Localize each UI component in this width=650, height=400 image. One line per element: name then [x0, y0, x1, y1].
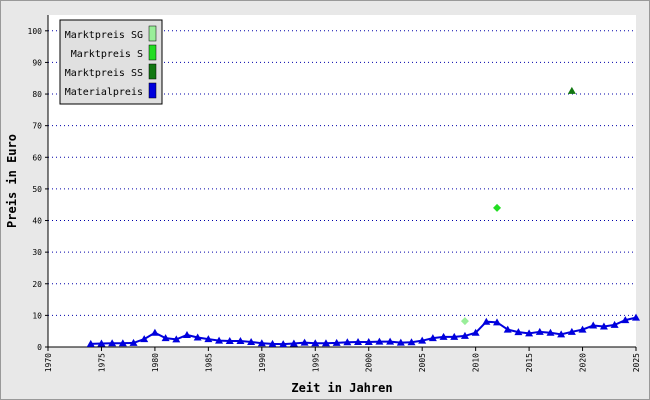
data-point [460, 331, 469, 339]
data-point [493, 203, 502, 212]
y-tick-label: 60 [32, 153, 42, 162]
data-point [439, 332, 448, 340]
y-tick-label: 80 [32, 90, 42, 99]
data-point [396, 338, 405, 346]
data-point [428, 334, 437, 342]
legend-swatch [148, 44, 157, 61]
x-tick-label: 1980 [151, 353, 160, 372]
data-point [460, 317, 469, 326]
data-point [567, 86, 576, 94]
y-tick-label: 50 [32, 185, 42, 194]
data-point [97, 339, 106, 347]
x-tick-label: 2005 [418, 353, 427, 372]
data-point [311, 339, 320, 347]
data-point [193, 333, 202, 341]
data-point [182, 330, 191, 338]
data-point [354, 337, 363, 345]
data-point [268, 339, 277, 347]
y-tick-label: 40 [32, 217, 42, 226]
legend-swatch [148, 25, 157, 42]
data-point [332, 338, 341, 346]
data-point [503, 325, 512, 333]
data-point [364, 337, 373, 345]
data-point [289, 339, 298, 347]
data-point [236, 336, 245, 344]
data-point [86, 339, 95, 347]
data-point [471, 328, 480, 336]
series-line [90, 316, 637, 346]
data-point [343, 338, 352, 346]
data-point [279, 340, 288, 348]
y-tick-label: 70 [32, 122, 42, 131]
y-tick-label: 0 [37, 343, 42, 352]
data-point [204, 335, 213, 343]
data-point [557, 330, 566, 338]
y-tick-label: 10 [32, 311, 42, 320]
data-point [247, 337, 256, 345]
data-point [129, 338, 138, 346]
data-point [514, 328, 523, 336]
data-point [610, 320, 619, 328]
data-point [589, 321, 598, 329]
legend-label: Marktpreis S [71, 49, 143, 60]
x-tick-label: 2020 [579, 353, 588, 372]
legend-label: Marktpreis SG [65, 30, 143, 41]
data-point [161, 334, 170, 342]
data-point [535, 327, 544, 335]
x-tick-label: 1990 [258, 353, 267, 372]
data-point [386, 337, 395, 345]
legend-swatch [148, 82, 157, 99]
y-tick-label: 90 [32, 58, 42, 67]
legend-swatch [148, 63, 157, 80]
y-tick-label: 20 [32, 280, 42, 289]
data-point [578, 325, 587, 333]
data-point [567, 327, 576, 335]
y-tick-label: 100 [28, 27, 43, 36]
data-point [225, 336, 234, 344]
y-axis-label: Preis in Euro [5, 134, 19, 228]
x-tick-label: 1970 [44, 353, 53, 372]
x-tick-label: 1975 [97, 353, 106, 372]
x-tick-label: 1985 [204, 353, 213, 372]
data-point [450, 332, 459, 340]
data-point [546, 328, 555, 336]
legend-box [59, 19, 163, 105]
data-point [482, 317, 491, 325]
data-point [599, 322, 608, 330]
data-point [493, 318, 502, 326]
data-point [108, 339, 117, 347]
x-tick-label: 2015 [525, 353, 534, 372]
x-tick-label: 1995 [311, 353, 320, 372]
data-point [321, 339, 330, 347]
data-point [300, 338, 309, 346]
data-point [632, 313, 640, 321]
x-tick-label: 2025 [632, 353, 641, 372]
y-tick-label: 30 [32, 248, 42, 257]
legend-label: Materialpreis [65, 87, 143, 98]
legend-label: Marktpreis SS [65, 68, 143, 79]
data-point [418, 336, 427, 344]
data-point [215, 336, 224, 344]
data-point [150, 328, 159, 336]
x-tick-label: 2000 [365, 353, 374, 372]
data-point [375, 337, 384, 345]
x-axis-label: Zeit in Jahren [291, 381, 392, 395]
data-point [172, 335, 181, 343]
x-tick-label: 2010 [472, 353, 481, 372]
data-point [525, 329, 534, 337]
data-point [140, 335, 149, 343]
data-point [621, 316, 630, 324]
data-point [407, 338, 416, 346]
data-point [257, 339, 266, 347]
data-point [118, 339, 127, 347]
